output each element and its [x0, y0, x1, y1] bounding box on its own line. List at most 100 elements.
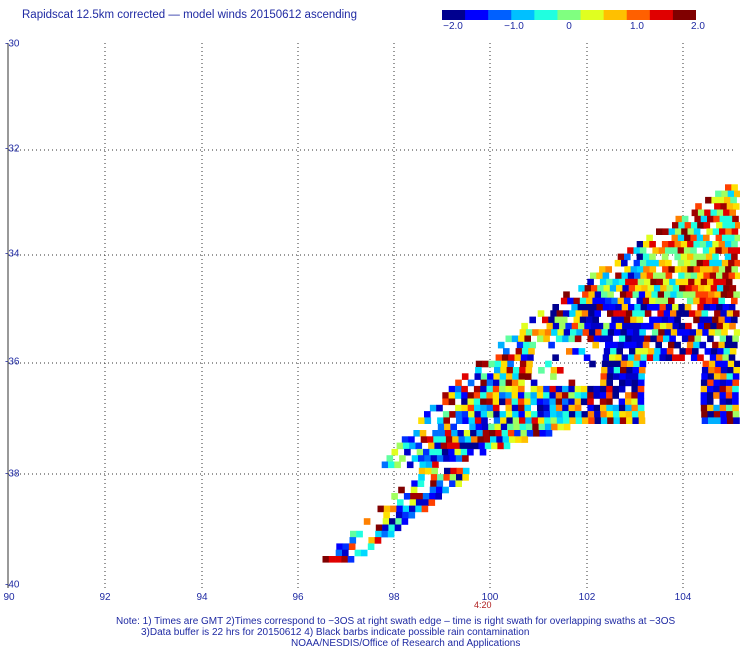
swath-pixel	[643, 266, 650, 273]
swath-pixel	[685, 348, 693, 355]
swath-pixel	[617, 341, 625, 349]
swath-pixel	[654, 348, 661, 355]
swath-pixel	[714, 329, 722, 336]
swath-pixel	[652, 259, 660, 267]
swath-pixel	[590, 272, 597, 280]
colorbar-tick: −2.0	[443, 21, 463, 32]
swath-pixel	[606, 373, 614, 380]
swath-pixel	[651, 329, 659, 336]
swath-pixel	[724, 316, 732, 324]
swath-pixel	[519, 367, 526, 374]
swath-pixel	[628, 304, 635, 311]
swath-pixel	[684, 234, 691, 242]
swath-pixel	[683, 329, 690, 336]
swath-pixel	[731, 253, 738, 261]
colorbar-tick: −1.0	[504, 21, 524, 32]
swath-pixel	[505, 398, 512, 406]
swath-pixel	[700, 385, 708, 393]
swath-pixel	[634, 304, 641, 311]
swath-pixel	[437, 474, 444, 481]
swath-pixel	[721, 190, 728, 198]
swath-pixel	[622, 285, 629, 292]
swath-pixel	[650, 278, 657, 286]
swath-pixel	[718, 241, 726, 248]
swath-pixel	[705, 316, 713, 324]
swath-pixel	[716, 322, 724, 330]
swath-pixel	[687, 228, 695, 235]
swath-pixel	[594, 411, 601, 418]
swath-pixel	[662, 266, 669, 273]
swath-pixel	[670, 329, 678, 336]
swath-pixel	[621, 354, 629, 361]
swath-pixel	[569, 310, 576, 317]
swath-pixel	[625, 379, 632, 387]
swath-pixel	[724, 241, 732, 248]
swath-pixel	[661, 253, 669, 261]
swath-pixel	[629, 348, 636, 355]
swath-pixel	[700, 398, 708, 406]
swath-pixel	[663, 310, 671, 317]
swath-pixel	[601, 329, 609, 336]
swath-pixel	[480, 373, 488, 380]
swath-pixel	[543, 398, 550, 406]
swath-pixel	[656, 278, 664, 286]
swath-pixel	[709, 259, 716, 267]
swath-pixel	[512, 373, 519, 380]
swath-pixel	[707, 411, 715, 418]
swath-pixel	[499, 392, 506, 399]
swath-pixel	[735, 222, 740, 229]
swath-pixel	[716, 285, 724, 292]
swath-pixel	[733, 417, 740, 424]
swath-pixel	[700, 392, 708, 399]
swath-pixel	[570, 329, 577, 336]
swath-pixel	[500, 423, 508, 431]
swath-pixel	[664, 329, 672, 336]
swath-pixel	[664, 291, 671, 298]
lon-label: 92	[99, 592, 111, 603]
swath-pixel	[659, 304, 667, 311]
swath-pixel	[643, 241, 650, 248]
swath-pixel	[637, 398, 645, 406]
swath-pixel	[588, 417, 595, 424]
swath-pixel	[712, 253, 719, 261]
swath-pixel	[557, 329, 564, 336]
swath-pixel	[713, 379, 721, 387]
swath-pixel	[712, 241, 719, 248]
swath-pixel	[449, 411, 456, 418]
swath-pixel	[549, 392, 556, 399]
swath-pixel	[524, 411, 532, 418]
swath-pixel	[632, 291, 640, 298]
swath-pixel	[432, 461, 439, 469]
swath-pixel	[588, 291, 595, 298]
swath-pixel	[502, 436, 510, 443]
swath-pixel	[467, 398, 475, 406]
swath-pixel	[505, 385, 512, 393]
swath-pixel	[719, 228, 726, 235]
swath-pixel	[583, 304, 591, 311]
swath-pixel	[492, 404, 500, 412]
swath-pixel	[438, 430, 446, 437]
swath-pixel	[409, 442, 416, 450]
swath-pixel	[613, 417, 621, 424]
swath-pixel	[709, 354, 717, 361]
swath-pixel	[419, 461, 427, 469]
swath-pixel	[600, 379, 607, 387]
swath-pixel	[721, 329, 728, 336]
swath-pixel	[503, 348, 510, 355]
swath-pixel	[722, 322, 730, 330]
swath-pixel	[655, 316, 662, 324]
swath-pixel	[432, 430, 439, 437]
swath-pixel	[631, 411, 639, 418]
swath-pixel	[708, 367, 715, 374]
swath-pixel	[734, 247, 740, 254]
swath-pixel	[634, 354, 641, 361]
swath-pixel	[499, 411, 507, 418]
swath-pixel	[678, 222, 685, 229]
lon-label: 100	[481, 592, 499, 603]
swath-pixel	[674, 241, 682, 248]
swath-pixel	[569, 417, 576, 424]
swath-pixel	[652, 247, 659, 254]
swath-pixel	[733, 310, 740, 317]
swath-pixel	[552, 354, 559, 361]
swath-pixel	[450, 423, 457, 431]
